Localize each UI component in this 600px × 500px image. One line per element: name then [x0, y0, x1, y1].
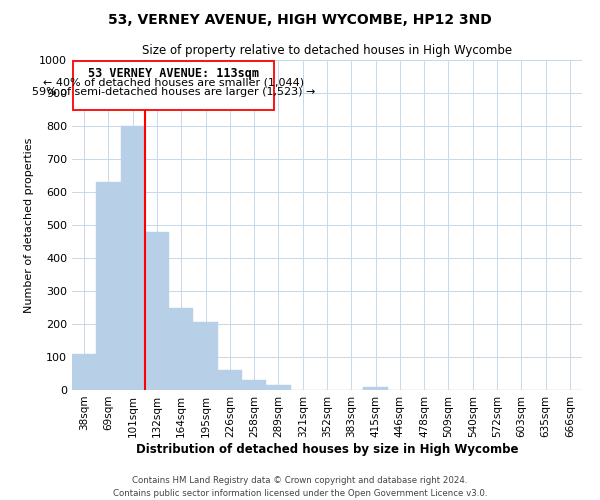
Bar — [218, 370, 242, 390]
FancyBboxPatch shape — [73, 61, 274, 110]
Text: Contains HM Land Registry data © Crown copyright and database right 2024.
Contai: Contains HM Land Registry data © Crown c… — [113, 476, 487, 498]
Bar — [364, 386, 388, 390]
Bar — [72, 354, 96, 390]
Title: Size of property relative to detached houses in High Wycombe: Size of property relative to detached ho… — [142, 44, 512, 58]
Text: 53, VERNEY AVENUE, HIGH WYCOMBE, HP12 3ND: 53, VERNEY AVENUE, HIGH WYCOMBE, HP12 3N… — [108, 12, 492, 26]
Text: 53 VERNEY AVENUE: 113sqm: 53 VERNEY AVENUE: 113sqm — [88, 68, 259, 80]
Bar — [242, 380, 266, 390]
Bar — [169, 308, 193, 390]
Bar — [193, 322, 218, 390]
X-axis label: Distribution of detached houses by size in High Wycombe: Distribution of detached houses by size … — [136, 442, 518, 456]
Text: ← 40% of detached houses are smaller (1,044): ← 40% of detached houses are smaller (1,… — [43, 77, 304, 87]
Y-axis label: Number of detached properties: Number of detached properties — [23, 138, 34, 312]
Text: 59% of semi-detached houses are larger (1,523) →: 59% of semi-detached houses are larger (… — [32, 87, 315, 97]
Bar — [145, 232, 169, 390]
Bar — [96, 182, 121, 390]
Bar — [266, 385, 290, 390]
Bar — [121, 126, 145, 390]
